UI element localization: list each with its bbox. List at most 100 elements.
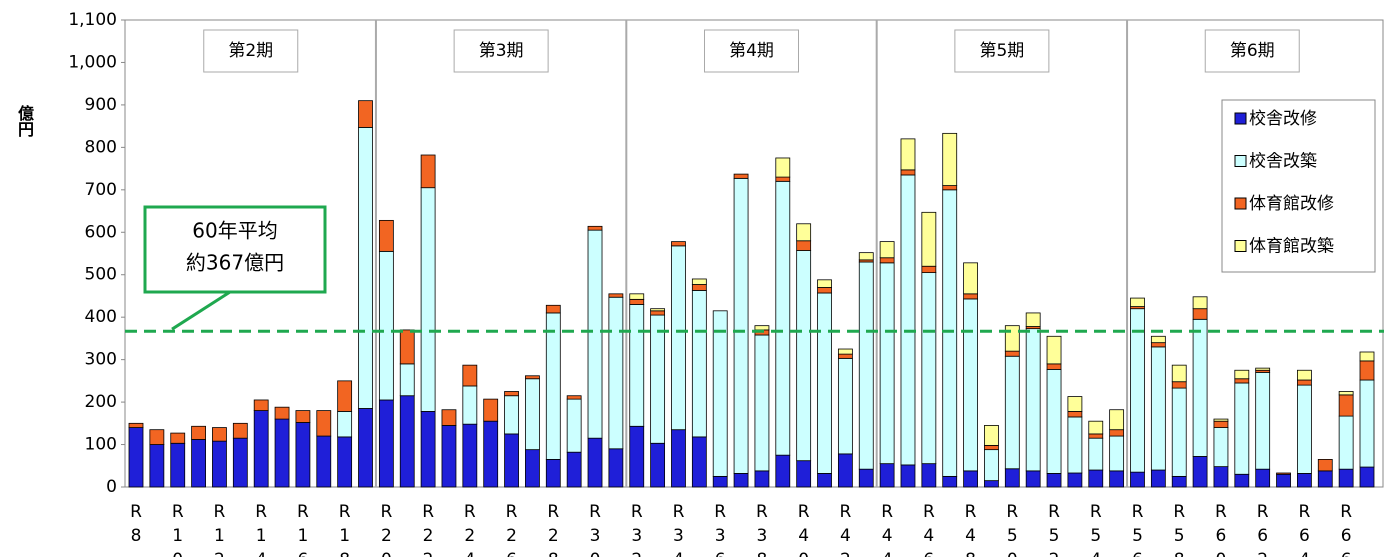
bar-segment [1150, 346, 1166, 471]
x-tick-label: R 26 [505, 502, 518, 557]
bar-segment [1297, 379, 1312, 386]
period-label: 第5期 [979, 41, 1024, 61]
bar-segment [1297, 384, 1312, 474]
bar-segment [733, 473, 749, 488]
bar-segment [900, 174, 916, 466]
x-tick-label: R 56 [1131, 502, 1144, 557]
y-tick-label: 400 [85, 307, 117, 327]
bar-segment [650, 314, 666, 444]
bar-segment [1255, 367, 1271, 371]
bar-segment [1359, 360, 1375, 381]
x-tick-label: R 24 [463, 502, 476, 557]
bar-segment [629, 298, 645, 305]
bar-segment [691, 436, 707, 488]
bar-segment [1192, 296, 1208, 310]
bar-segment [1192, 308, 1208, 320]
x-tick-label: R 66 [1340, 502, 1353, 557]
bar-segment [608, 293, 624, 298]
bar-segment [420, 187, 436, 412]
x-tick-label: R 40 [797, 502, 810, 557]
x-tick-label: R 44 [881, 502, 894, 557]
bar-segment [775, 157, 791, 178]
bar-segment [1088, 420, 1104, 435]
period-box [1204, 29, 1300, 73]
bar-segment [921, 463, 937, 488]
bar-segment [858, 468, 874, 488]
bar-segment [212, 427, 227, 442]
bar-segment [1317, 470, 1333, 488]
bar-segment [483, 420, 499, 488]
bar-segment [1297, 369, 1312, 381]
period-label: 第6期 [1230, 41, 1275, 61]
bar-segment [900, 138, 916, 171]
bar-segment [712, 475, 728, 488]
x-tick-label: R 50 [1006, 502, 1019, 557]
bar-segment [817, 473, 832, 488]
bar-segment [1338, 391, 1354, 396]
legend-label: 校舎改築 [1249, 152, 1317, 172]
y-tick-label: 0 [106, 477, 117, 497]
x-tick-label: R 62 [1256, 502, 1269, 557]
bar-segment [441, 425, 457, 488]
y-tick-label: 100 [85, 435, 117, 455]
bar-segment [587, 437, 603, 488]
period-label: 第4期 [729, 41, 774, 61]
x-tick-label: R 10 [171, 502, 184, 557]
bar-segment [525, 378, 540, 451]
bar-segment [1359, 379, 1375, 468]
bar-segment [963, 262, 978, 295]
y-tick-label: 700 [85, 180, 117, 200]
bar-segment [1276, 472, 1291, 475]
bar-segment [1004, 325, 1020, 352]
bar-segment [879, 463, 895, 488]
legend-swatch [1234, 155, 1247, 167]
bar-segment [462, 385, 478, 425]
bar-segment [1234, 382, 1250, 475]
bar-segment [337, 436, 353, 488]
bar-segment [1067, 396, 1083, 412]
bar-segment [232, 422, 248, 439]
x-tick-label: R 12 [213, 502, 226, 557]
bar-segment [1046, 473, 1062, 488]
bar-segment [1025, 470, 1041, 488]
bar-segment [441, 409, 457, 426]
bar-segment [1067, 472, 1083, 488]
bar-segment [650, 308, 666, 312]
x-tick-label: R 20 [380, 502, 393, 557]
bar-segment [921, 272, 937, 465]
bar-segment [1255, 371, 1271, 470]
bar-segment [984, 480, 999, 488]
x-tick-label: R 32 [630, 502, 643, 557]
bar-segment [504, 391, 519, 397]
bar-segment [879, 257, 895, 264]
bar-segment [545, 304, 561, 314]
bar-segment [921, 211, 937, 267]
legend-box [1221, 99, 1376, 273]
x-tick-label: R 14 [255, 502, 268, 557]
bar-segment [1192, 318, 1208, 457]
bar-segment [1234, 378, 1250, 384]
bar-segment [399, 363, 415, 397]
bar-segment [1004, 468, 1020, 488]
x-tick-label: R 34 [672, 502, 685, 557]
bar-segment [337, 411, 353, 438]
bar-segment [712, 310, 728, 477]
bar-segment [1213, 418, 1229, 422]
bar-segment [1109, 409, 1125, 431]
x-tick-label: R 16 [297, 502, 309, 557]
bar-segment [128, 427, 144, 488]
bar-segment [629, 425, 645, 488]
average-label: 約367億円 [186, 251, 284, 275]
bar-segment [1338, 415, 1354, 470]
bar-segment [984, 444, 999, 451]
legend-swatch [1234, 197, 1247, 210]
bar-segment [358, 408, 373, 488]
bar-segment [1088, 437, 1104, 471]
x-tick-label: R 48 [964, 502, 977, 557]
bar-segment [1004, 355, 1020, 470]
bar-segment [837, 348, 853, 355]
bar-segment [796, 223, 812, 242]
bar-segment [170, 442, 186, 488]
bar-segment [650, 310, 666, 316]
bar-segment [504, 395, 519, 435]
